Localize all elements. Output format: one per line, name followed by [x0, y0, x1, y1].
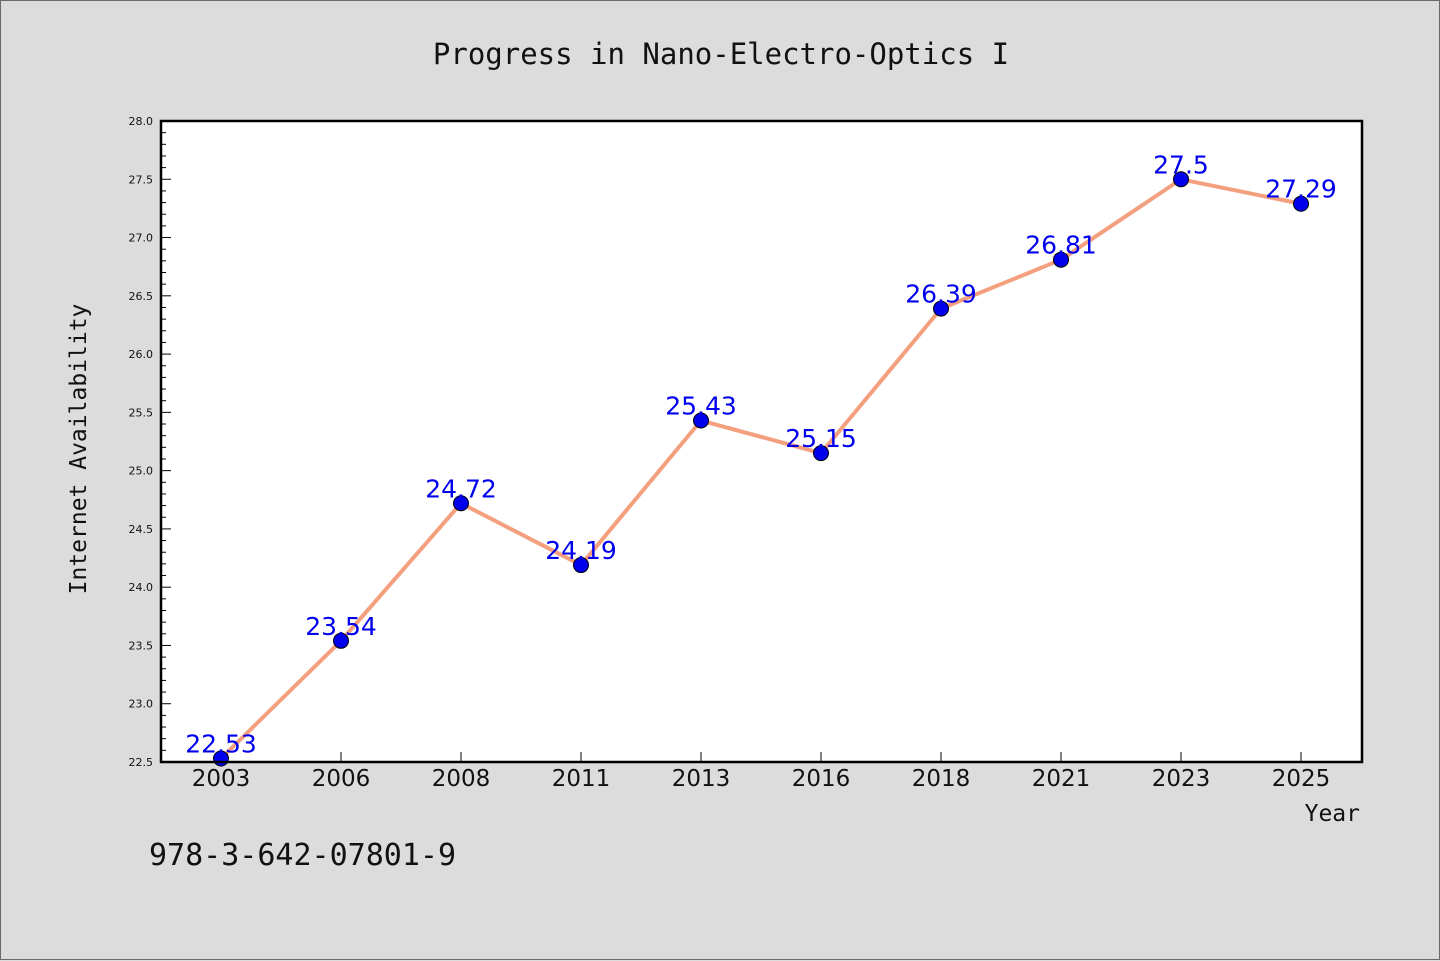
data-point: [1293, 195, 1309, 212]
y-axis-label: Internet Availability: [66, 304, 92, 595]
data-label: 27.5: [1153, 150, 1209, 179]
x-tick-label: 2003: [192, 766, 251, 792]
data-point: [1173, 171, 1189, 188]
data-label: 23.54: [305, 612, 377, 641]
y-tick-label: 26.5: [129, 290, 154, 303]
x-axis-label: Year: [1305, 801, 1360, 827]
y-tick-label: 24.5: [129, 523, 154, 536]
data-points: [213, 171, 1309, 767]
data-label: 25.15: [785, 424, 857, 453]
x-tick-label: 2023: [1152, 766, 1211, 792]
data-label: 24.19: [545, 536, 617, 565]
plot-frame: [159, 119, 1364, 764]
y-tick-label: 28.0: [129, 115, 154, 128]
data-label: 24.72: [425, 474, 497, 503]
data-label: 26.39: [905, 280, 977, 309]
y-tick-label: 26.0: [129, 348, 154, 361]
data-point: [453, 495, 469, 512]
data-point: [693, 412, 709, 429]
x-tick-label: 2008: [432, 766, 491, 792]
data-point: [1053, 251, 1069, 268]
plot-area: [161, 121, 1362, 762]
data-point: [813, 445, 829, 462]
x-axis: 2003 2006 2008 2011 2013 2016 2018 2021 2023 2025: [192, 752, 1331, 792]
y-tick-label: 27.0: [129, 232, 154, 245]
data-label: 25.43: [665, 392, 737, 421]
y-tick-label: 23.5: [129, 639, 154, 652]
isbn-text: 978-3-642-07801-9: [149, 838, 456, 873]
data-point: [933, 300, 949, 317]
x-tick-label: 2016: [792, 766, 851, 792]
chart-title: Progress in Nano-Electro-Optics I: [433, 37, 1009, 71]
y-axis: 22.5 23.0 23.5 24.0 24.5 25.0 25.5 26.0 26.5 27.0…: [129, 115, 171, 769]
x-tick-label: 2006: [312, 766, 371, 792]
x-tick-label: 2018: [912, 766, 971, 792]
data-labels: 22.53 23.54 24.72 24.19 25.43 25.15 26.39 26.81…: [185, 150, 1337, 758]
x-tick-label: 2021: [1032, 766, 1091, 792]
data-label: 26.81: [1025, 231, 1097, 260]
y-tick-label: 27.5: [129, 173, 154, 186]
y-tick-label: 23.0: [129, 698, 154, 711]
y-tick-label: 22.5: [129, 756, 154, 769]
data-point: [333, 632, 349, 649]
y-tick-label: 25.5: [129, 406, 154, 419]
x-tick-label: 2013: [672, 766, 731, 792]
data-label: 22.53: [185, 730, 257, 759]
data-point: [573, 557, 589, 574]
series-line-group: [219, 177, 1303, 761]
x-tick-label: 2025: [1272, 766, 1331, 792]
x-tick-label: 2011: [552, 766, 611, 792]
data-label: 27.29: [1265, 175, 1337, 204]
y-tick-label: 24.0: [129, 581, 154, 594]
y-tick-label: 25.0: [129, 465, 154, 478]
series-line: [219, 177, 1303, 761]
